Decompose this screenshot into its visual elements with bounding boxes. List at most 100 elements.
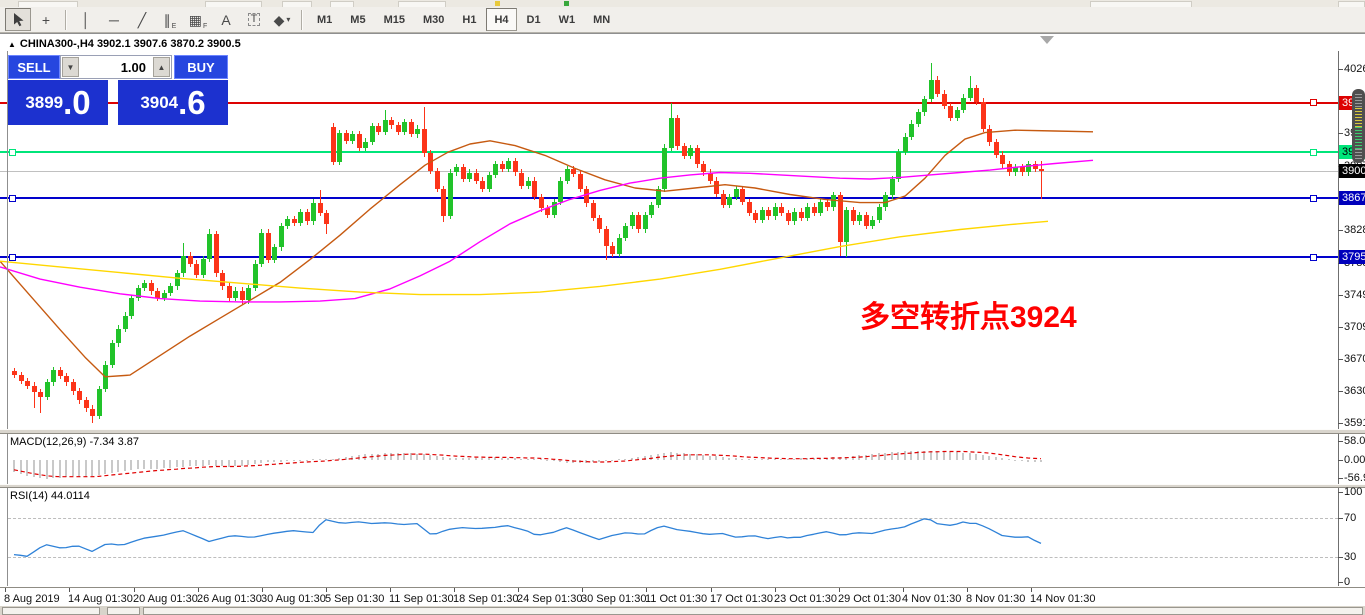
macd-histogram-bar	[299, 460, 301, 461]
panel-splitter[interactable]	[0, 429, 1365, 434]
trendline-tool-button[interactable]: ╱	[129, 8, 155, 31]
hline-handle[interactable]	[1310, 148, 1317, 156]
macd-histogram-bar	[988, 456, 990, 460]
price-axis-label: 3591.0	[1344, 417, 1365, 430]
candle-body	[428, 152, 433, 171]
ma-mid-line	[0, 159, 1094, 303]
candle-body	[694, 148, 700, 165]
macd-axis-tick	[1338, 460, 1343, 461]
hline-handle[interactable]	[9, 253, 16, 261]
rsi-level-line	[8, 557, 1338, 559]
candle-body	[96, 388, 102, 416]
volume-decrease-button[interactable]: ▼	[62, 57, 79, 77]
widget-stripes-green	[1355, 127, 1362, 149]
candle-body	[181, 255, 186, 274]
candle-body	[792, 211, 797, 222]
candle-body	[382, 120, 388, 132]
candle-body	[824, 201, 830, 208]
macd-histogram-bar	[702, 455, 704, 460]
macd-histogram-bar	[572, 460, 574, 463]
fibonacci-tool-button[interactable]: ▦ F	[185, 8, 211, 31]
collapse-arrow-icon[interactable]: ▲	[8, 39, 16, 49]
vertical-line-tool-button[interactable]: │	[73, 8, 99, 31]
timeframe-button-h4[interactable]: H4	[486, 8, 517, 31]
macd-histogram-bar	[962, 452, 964, 460]
horizontal-line-3867.5[interactable]	[0, 197, 1338, 200]
price-axis-label: 3630.0	[1344, 385, 1365, 398]
timeframe-button-h1[interactable]: H1	[462, 13, 477, 26]
macd-histogram-bar	[279, 460, 282, 462]
timeframe-button-d1[interactable]: D1	[526, 13, 541, 26]
macd-histogram-bar	[110, 460, 113, 473]
hline-handle[interactable]	[9, 194, 16, 202]
date-tick	[775, 588, 776, 592]
timeframe-button-w1[interactable]: W1	[558, 13, 576, 26]
text-label-tool-button[interactable]: T	[241, 8, 267, 31]
horizontal-line-3985.0[interactable]	[0, 101, 1338, 104]
timeframe-button-m1[interactable]: M1	[317, 13, 333, 26]
date-tick	[390, 588, 391, 592]
candle-body	[935, 79, 940, 94]
partial-top-toolbar	[0, 0, 1365, 8]
rsi-panel[interactable]: RSI(14) 44.0114	[0, 488, 1338, 586]
hline-handle[interactable]	[1310, 253, 1317, 261]
timeframe-button-m15[interactable]: M15	[383, 13, 405, 26]
candle-body	[519, 172, 524, 186]
panel-splitter[interactable]	[0, 484, 1365, 488]
candle-body	[161, 292, 167, 298]
chart-shift-marker-icon[interactable]	[1040, 36, 1054, 44]
hline-handle[interactable]	[1310, 194, 1317, 202]
equidistant-channel-tool-button[interactable]: ∥ E	[157, 8, 183, 31]
sell-button[interactable]: SELL	[8, 55, 60, 79]
crosshair-icon: +	[41, 11, 51, 28]
candle-body	[330, 126, 336, 162]
buy-button[interactable]: BUY	[174, 55, 228, 79]
timeframe-button-m30[interactable]: M30	[422, 13, 445, 26]
macd-panel[interactable]: MACD(12,26,9) -7.34 3.87	[0, 434, 1338, 484]
candle-body	[122, 315, 128, 329]
candle-body	[649, 205, 654, 215]
sell-price-display[interactable]: 3899.0	[8, 80, 108, 125]
macd-histogram-bar	[318, 459, 321, 460]
macd-histogram-bar	[487, 457, 490, 460]
arrows-tool-button[interactable]: ◆ ▾	[269, 8, 295, 31]
timeframe-button-m5[interactable]: M5	[350, 13, 366, 26]
fibonacci-icon: ▦	[188, 11, 202, 28]
macd-histogram-bar	[266, 460, 269, 463]
candle-body	[25, 380, 30, 386]
macd-histogram-bar	[513, 458, 516, 460]
hline-handle[interactable]	[9, 148, 16, 156]
candle-body	[103, 364, 108, 389]
widget-stripes-gray	[1355, 149, 1362, 159]
candle-body	[207, 234, 212, 259]
volume-input[interactable]	[80, 56, 152, 78]
macd-histogram-bar	[357, 455, 360, 460]
date-tick	[646, 588, 647, 592]
crosshair-tool-button[interactable]: +	[33, 8, 59, 31]
macd-histogram-bar	[247, 460, 249, 465]
horizontal-line-tool-button[interactable]: ─	[101, 8, 127, 31]
text-tool-button[interactable]: A	[213, 8, 239, 31]
macd-histogram-bar	[877, 453, 880, 460]
horizontal-line-3924.0[interactable]	[0, 151, 1338, 154]
volume-increase-button[interactable]: ▲	[153, 57, 170, 77]
cursor-tool-button[interactable]	[5, 8, 31, 31]
right-edge-scroll-widget[interactable]	[1352, 89, 1365, 163]
macd-histogram-bar	[1020, 460, 1023, 461]
candle-body	[187, 255, 193, 264]
buy-price-display[interactable]: 3904.6	[118, 80, 228, 125]
candle-wick	[40, 388, 41, 414]
candle-body	[304, 212, 310, 222]
hline-handle[interactable]	[1310, 99, 1317, 106]
candle-body	[740, 188, 745, 202]
candle-body	[38, 392, 43, 398]
candle-body	[883, 195, 888, 208]
horizontal-line-icon: ─	[109, 11, 119, 28]
price-axis-tick	[1338, 230, 1343, 232]
candle-body	[785, 213, 791, 222]
timeframe-button-mn[interactable]: MN	[593, 13, 611, 26]
date-label: 26 Aug 01:30	[197, 593, 262, 605]
date-label: 20 Aug 01:30	[133, 593, 198, 605]
chevron-down-icon[interactable]: ▾	[286, 15, 291, 24]
macd-histogram-bar	[890, 452, 893, 460]
